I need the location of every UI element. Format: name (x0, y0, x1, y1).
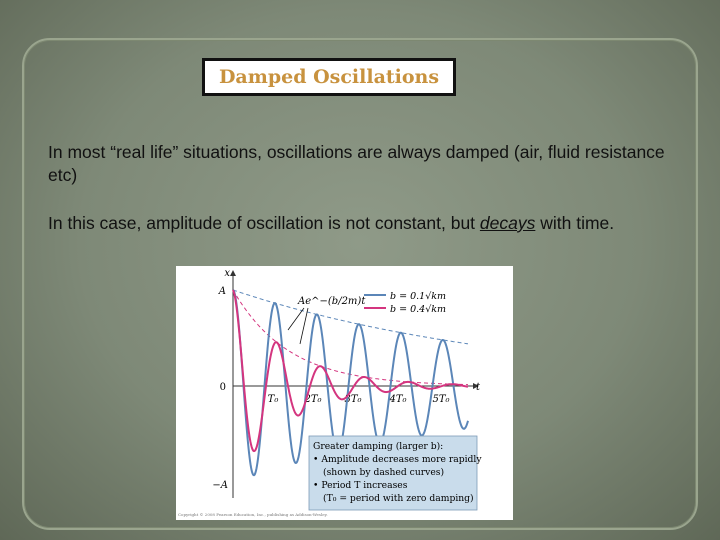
slide-title: Damped Oscillations (218, 66, 440, 88)
x-tick-5t0: 5T₀ (432, 394, 449, 405)
oscillation-graph: x t A 0 −A T₀ 2T₀ 3T₀ 4T₀ 5T₀ Ae^−(b/2m)… (178, 268, 482, 517)
copyright-note: Copyright © 2008 Pearson Education, Inc.… (178, 512, 328, 517)
info-line-2: • Amplitude decreases more rapidly (313, 454, 482, 465)
x-axis-arrow (473, 383, 479, 389)
emphasis-decays: decays (479, 213, 536, 233)
x-tick-3t0: 3T₀ (344, 394, 361, 405)
paragraph-amplitude-after: with time. (535, 213, 615, 233)
blue-oscillation-curve (232, 289, 469, 477)
paragraph-amplitude-before: In this case, amplitude of oscillation i… (48, 213, 480, 233)
damped-oscillation-figure: x t A 0 −A T₀ 2T₀ 3T₀ 4T₀ 5T₀ Ae^−(b/2m)… (176, 266, 513, 520)
paragraph-amplitude: In this case, amplitude of oscillation i… (48, 212, 678, 235)
x-axis-label: t (476, 382, 481, 393)
info-line-3: (shown by dashed curves) (323, 467, 444, 478)
y-tick-a: A (218, 286, 226, 297)
envelope-pointer-1 (287, 307, 305, 331)
legend-pink-label: b = 0.4√km (390, 304, 446, 315)
info-box (308, 435, 478, 511)
blue-envelope-curve (232, 289, 469, 345)
info-line-5: (T₀ = period with zero damping) (323, 493, 474, 504)
title-box: Damped Oscillations (202, 58, 456, 96)
paragraph-real-life: In most “real life” situations, oscillat… (48, 142, 665, 185)
envelope-pointer-2 (299, 307, 309, 345)
y-axis-label: x (224, 268, 230, 279)
pink-oscillation-curve (232, 289, 469, 453)
x-tick-t0: T₀ (268, 394, 279, 405)
info-line-1: Greater damping (larger b): (313, 441, 443, 452)
info-line-4: • Period T increases (313, 480, 408, 491)
y-tick-minus-a: −A (212, 480, 228, 491)
legend-blue-label: b = 0.1√km (390, 291, 446, 302)
x-tick-2t0: 2T₀ (303, 394, 321, 405)
envelope-label: Ae^−(b/2m)t (297, 296, 366, 307)
y-tick-zero: 0 (220, 382, 226, 393)
slide-frame (22, 38, 698, 530)
x-tick-4t0: 4T₀ (388, 394, 406, 405)
y-axis-arrow (230, 270, 236, 276)
